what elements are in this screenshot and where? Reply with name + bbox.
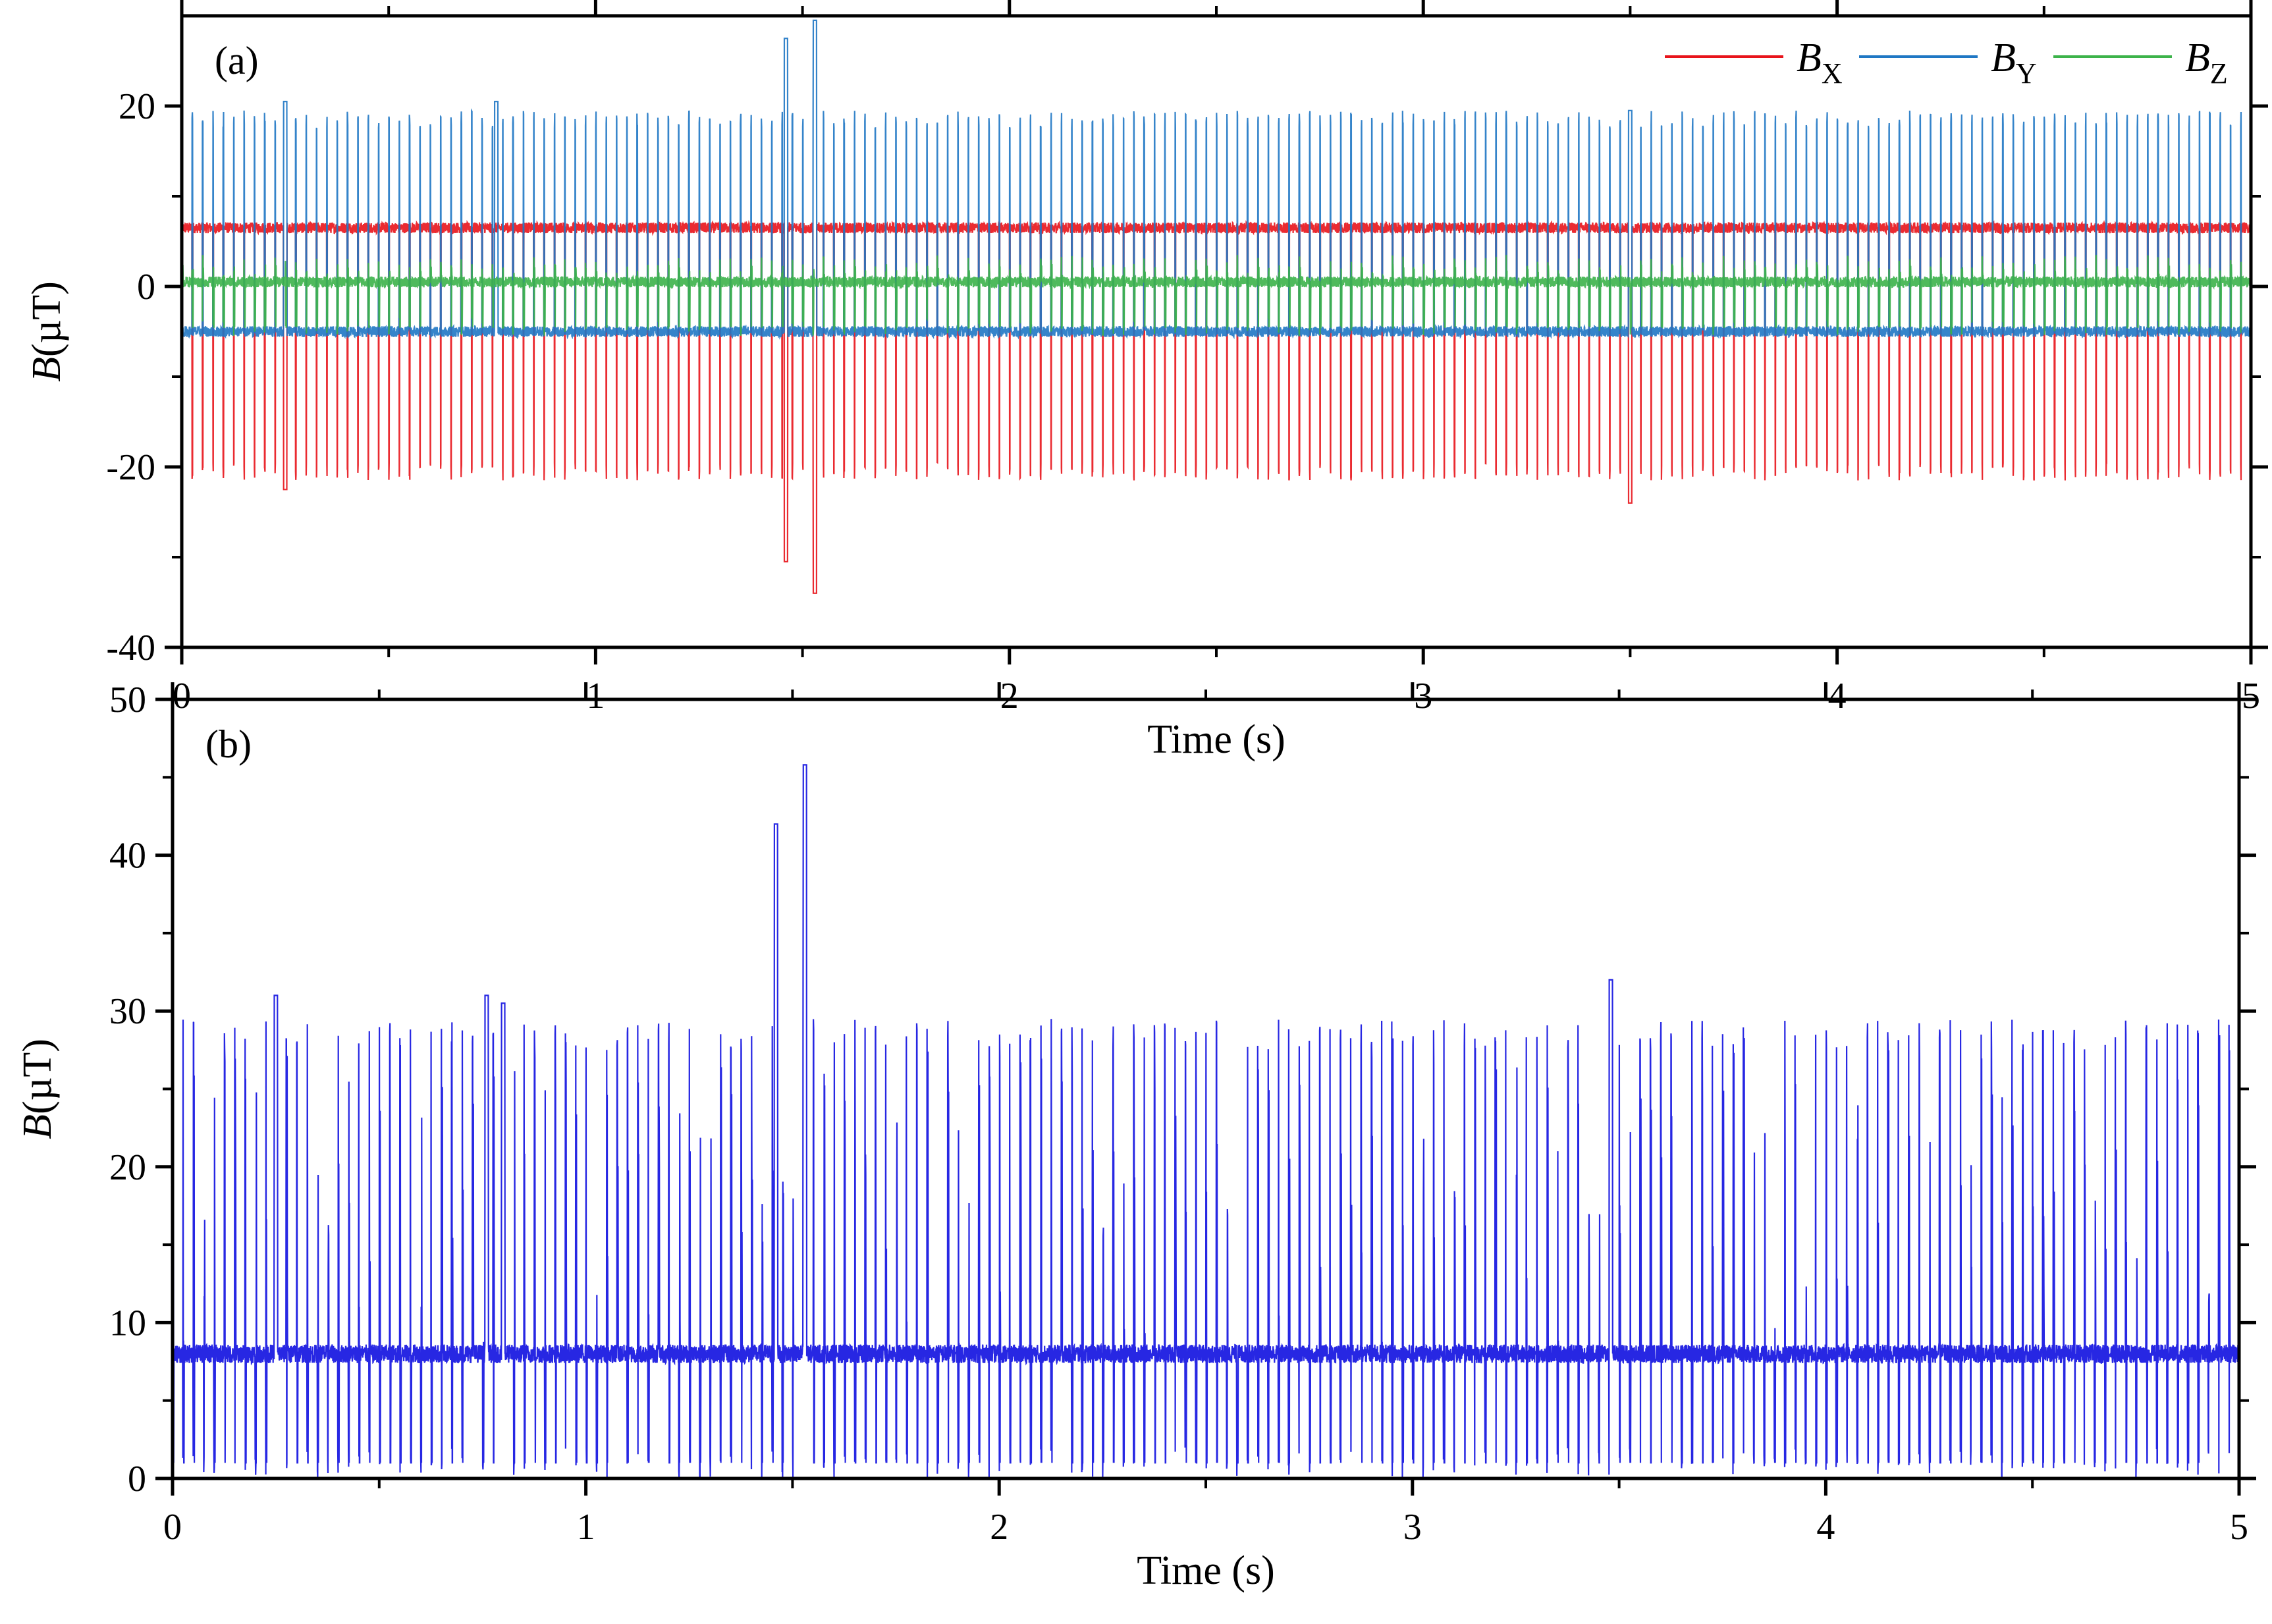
x-tick-label: 1: [586, 676, 605, 717]
y-axis-title: B(µT): [24, 281, 69, 382]
x-tick-label: 0: [173, 676, 191, 717]
y-axis-unit: (µT): [24, 281, 69, 357]
x-tick-label: 1: [577, 1507, 595, 1548]
x-axis-title: Time (s): [1137, 1548, 1275, 1593]
x-tick-label: 5: [2242, 676, 2260, 717]
legend-entry-x: BX: [1797, 36, 1843, 90]
legend-subscript: Z: [2210, 57, 2228, 90]
panel-label: (a): [215, 39, 259, 82]
x-tick-label: 4: [1828, 676, 1847, 717]
series-line-b: [173, 764, 2239, 1478]
x-tick-label: 2: [1000, 676, 1019, 717]
y-axis-symbol: B: [15, 1114, 60, 1139]
y-tick-label: 10: [109, 1303, 146, 1343]
series-line-y: [182, 19, 2251, 340]
legend-symbol: B: [2185, 36, 2210, 80]
legend-entry-y: BY: [1991, 36, 2037, 90]
legend-subscript: X: [1822, 57, 1843, 90]
legend-symbol: B: [1991, 36, 2016, 80]
x-tick-label: 0: [163, 1507, 182, 1548]
y-tick-label: 0: [128, 1459, 146, 1500]
y-tick-label: 0: [137, 267, 155, 308]
y-tick-label: -20: [106, 447, 155, 488]
x-tick-label: 5: [2230, 1507, 2248, 1548]
x-axis-title: Time (s): [1147, 717, 1285, 762]
y-tick-label: 30: [109, 991, 146, 1032]
y-axis-symbol: B: [24, 357, 69, 382]
y-tick-label: -40: [106, 628, 155, 668]
y-axis-unit: (µT): [15, 1039, 60, 1114]
legend: BX BY BZ: [1665, 36, 2228, 90]
x-tick-label: 4: [1816, 1507, 1835, 1548]
series-line-z: [182, 255, 2251, 337]
y-axis-title: B(µT): [15, 1039, 60, 1139]
y-tick-label: 20: [119, 86, 155, 127]
panel-label: (b): [205, 722, 252, 766]
y-tick-label: 40: [109, 836, 146, 877]
y-tick-label: 20: [109, 1147, 146, 1188]
x-tick-label: 2: [990, 1507, 1008, 1548]
legend-subscript: Y: [2016, 57, 2037, 90]
legend-entry-z: BZ: [2185, 36, 2228, 90]
legend-symbol: B: [1797, 36, 1822, 80]
x-tick-label: 3: [1403, 1507, 1422, 1548]
y-tick-label: 50: [109, 680, 146, 720]
x-tick-label: 3: [1414, 676, 1432, 717]
